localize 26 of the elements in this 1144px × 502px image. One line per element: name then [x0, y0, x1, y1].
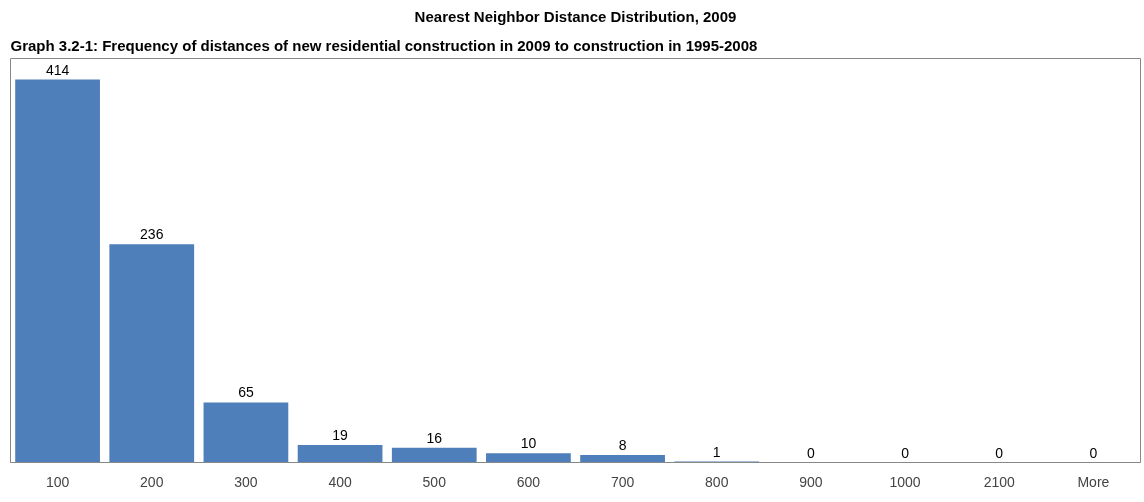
x-tick-label: 900 [799, 473, 823, 490]
caption: Graph 3.2-1: Frequency of distances of new residential construction in 2009 to construction in 1995-2008 [10, 36, 758, 54]
x-tick-label: 200 [140, 473, 164, 490]
x-tick-label: 400 [328, 473, 352, 490]
data-label: 0 [1089, 444, 1098, 461]
x-tick-label: 100 [45, 473, 70, 490]
x-tick-label: 700 [610, 473, 635, 490]
x-tick-label: 300 [234, 473, 258, 490]
data-label: 65 [238, 384, 254, 401]
data-label: 16 [426, 429, 443, 446]
x-tick-label: 600 [516, 473, 541, 490]
data-label: 1 [712, 443, 721, 460]
data-label: 414 [45, 61, 70, 78]
chart-title: Nearest Neighbor Distance Distribution, 2009 [414, 7, 737, 25]
x-tick-label: 800 [705, 473, 729, 490]
x-tick-label: 500 [422, 473, 447, 490]
data-label: 0 [807, 444, 816, 461]
data-label: 8 [618, 437, 627, 454]
data-label: 10 [520, 435, 537, 452]
x-tick-label: 2100 [983, 473, 1016, 490]
data-label: 0 [995, 444, 1004, 461]
data-label: 0 [901, 444, 910, 461]
data-label: 236 [140, 226, 164, 243]
data-label: 19 [332, 426, 349, 443]
x-tick-label: 1000 [889, 473, 921, 490]
x-tick-label: More [1077, 473, 1110, 490]
